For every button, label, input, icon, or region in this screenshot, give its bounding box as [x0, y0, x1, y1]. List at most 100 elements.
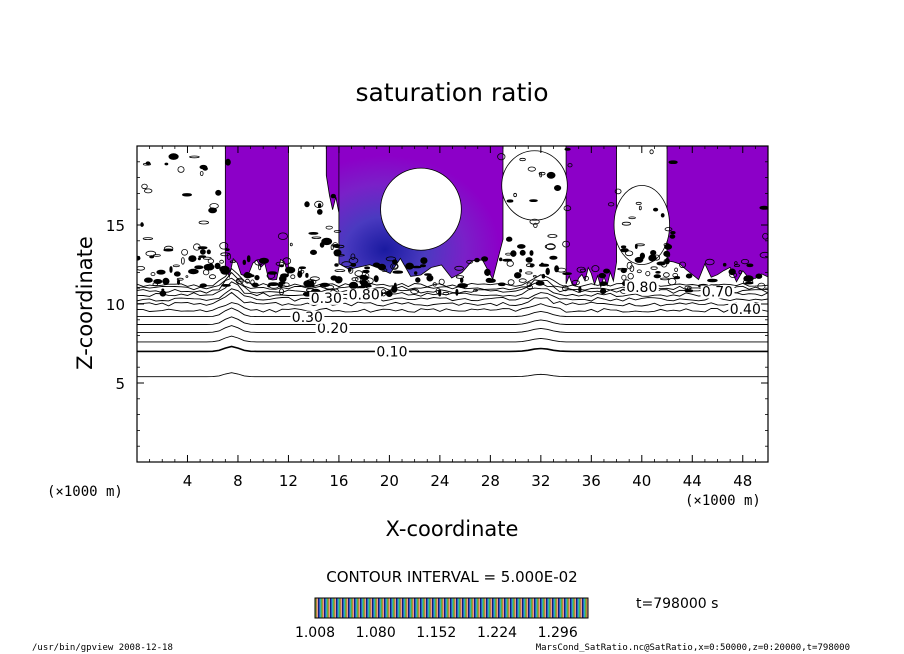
noise-contour — [533, 222, 538, 228]
noise-contour — [163, 248, 174, 252]
noise-contour — [529, 218, 540, 225]
noise-contour — [324, 285, 335, 290]
y-axis-label: Z-coordinate — [73, 236, 97, 370]
noise-contour — [673, 275, 681, 280]
noise-contour — [225, 158, 231, 166]
noise-contour — [161, 288, 165, 292]
noise-contour — [145, 250, 157, 257]
noise-contour — [224, 248, 230, 252]
noise-contour — [532, 275, 537, 278]
noise-contour — [457, 283, 468, 289]
y-tick-label: 15 — [106, 217, 125, 235]
noise-contour — [266, 272, 276, 279]
unsaturated-pocket — [613, 185, 670, 265]
noise-contour — [362, 269, 370, 274]
noise-contour — [621, 274, 627, 281]
noise-contour — [578, 286, 582, 293]
contour-line — [137, 372, 768, 378]
noise-contour — [176, 277, 184, 281]
noise-contour — [506, 260, 514, 267]
noise-contour — [330, 193, 336, 199]
noise-contour — [244, 278, 250, 284]
noise-contour — [317, 203, 322, 209]
noise-contour — [529, 250, 534, 256]
contour-line — [137, 281, 768, 297]
noise-contour — [258, 257, 269, 264]
noise-contour — [460, 277, 464, 283]
noise-contour — [638, 205, 642, 211]
supersaturated-regions — [224, 146, 768, 289]
noise-contour — [350, 253, 356, 260]
noise-contour — [510, 250, 517, 257]
noise-contour — [243, 272, 253, 279]
noise-contour — [626, 261, 633, 270]
noise-contour — [679, 261, 687, 268]
noise-contour — [411, 265, 422, 269]
noise-contour — [664, 227, 673, 232]
noise-contour — [466, 259, 473, 264]
noise-contour — [377, 263, 386, 271]
contour-label-bg — [309, 291, 344, 305]
noise-contour — [254, 274, 260, 281]
noise-contour — [553, 184, 562, 191]
noise-contour — [199, 283, 208, 288]
noise-contour — [624, 250, 634, 257]
noise-contour — [545, 267, 550, 275]
contour-interval-label: CONTOUR INTERVAL = 5.000E-02 — [326, 568, 577, 586]
noise-contour — [181, 249, 189, 256]
noise-contour — [603, 268, 611, 274]
noise-contour — [185, 275, 189, 278]
noise-contour — [219, 242, 229, 250]
noise-contour — [663, 250, 671, 257]
noise-contour — [278, 288, 284, 296]
x-tick-label: 36 — [582, 472, 601, 490]
noise-contour — [311, 283, 315, 288]
noise-contour — [181, 257, 185, 265]
noise-contour — [426, 274, 434, 282]
noise-contour — [627, 273, 634, 280]
contour-label-bg — [728, 302, 763, 316]
noise-contour — [208, 274, 216, 280]
contour-label: 0.70 — [702, 285, 733, 301]
noise-contour — [562, 272, 572, 276]
noise-contour — [385, 256, 397, 262]
colorbar — [314, 597, 589, 619]
noise-contour — [620, 248, 629, 253]
unsaturated-pocket — [501, 150, 568, 221]
noise-contour — [420, 257, 428, 265]
noise-contour — [316, 208, 323, 215]
noise-contour — [137, 266, 146, 271]
x-axis-ticks: 4 8 12 16 20 24 28 32 36 40 44 48 — [149, 146, 756, 490]
noise-contour — [684, 285, 692, 290]
noise-contour — [547, 234, 558, 238]
noise-contour — [277, 232, 288, 240]
noise-contour — [614, 188, 622, 195]
x-tick-label: 48 — [733, 472, 752, 490]
x-tick-label: 24 — [430, 472, 449, 490]
x-tick-label: 16 — [329, 472, 348, 490]
noise-contour — [664, 243, 673, 250]
noise-contour — [309, 249, 317, 255]
noise-contour — [332, 244, 341, 248]
noise-contour — [283, 282, 290, 288]
noise-contour — [499, 257, 503, 262]
noise-contour — [203, 263, 215, 271]
noise-contour — [563, 205, 572, 212]
noise-contour — [321, 237, 333, 246]
x-tick-label: 28 — [481, 472, 500, 490]
noise-contour — [219, 265, 230, 273]
noise-contour — [649, 149, 654, 155]
contour-labels: 0.100.200.30 0.400.700.300.800.80 — [290, 280, 763, 361]
noise-contour — [197, 246, 208, 250]
noise-contour — [525, 257, 533, 263]
noise-contour — [583, 275, 589, 281]
noise-contour — [197, 257, 201, 261]
noise-contour — [236, 278, 244, 282]
noise-contour — [354, 270, 363, 277]
noise-contour — [442, 291, 449, 296]
noise-contour — [168, 153, 179, 160]
noisy-contours — [137, 147, 768, 298]
noise-contour — [152, 254, 161, 257]
noise-contour — [246, 255, 251, 263]
contour-label-bg — [624, 280, 659, 294]
